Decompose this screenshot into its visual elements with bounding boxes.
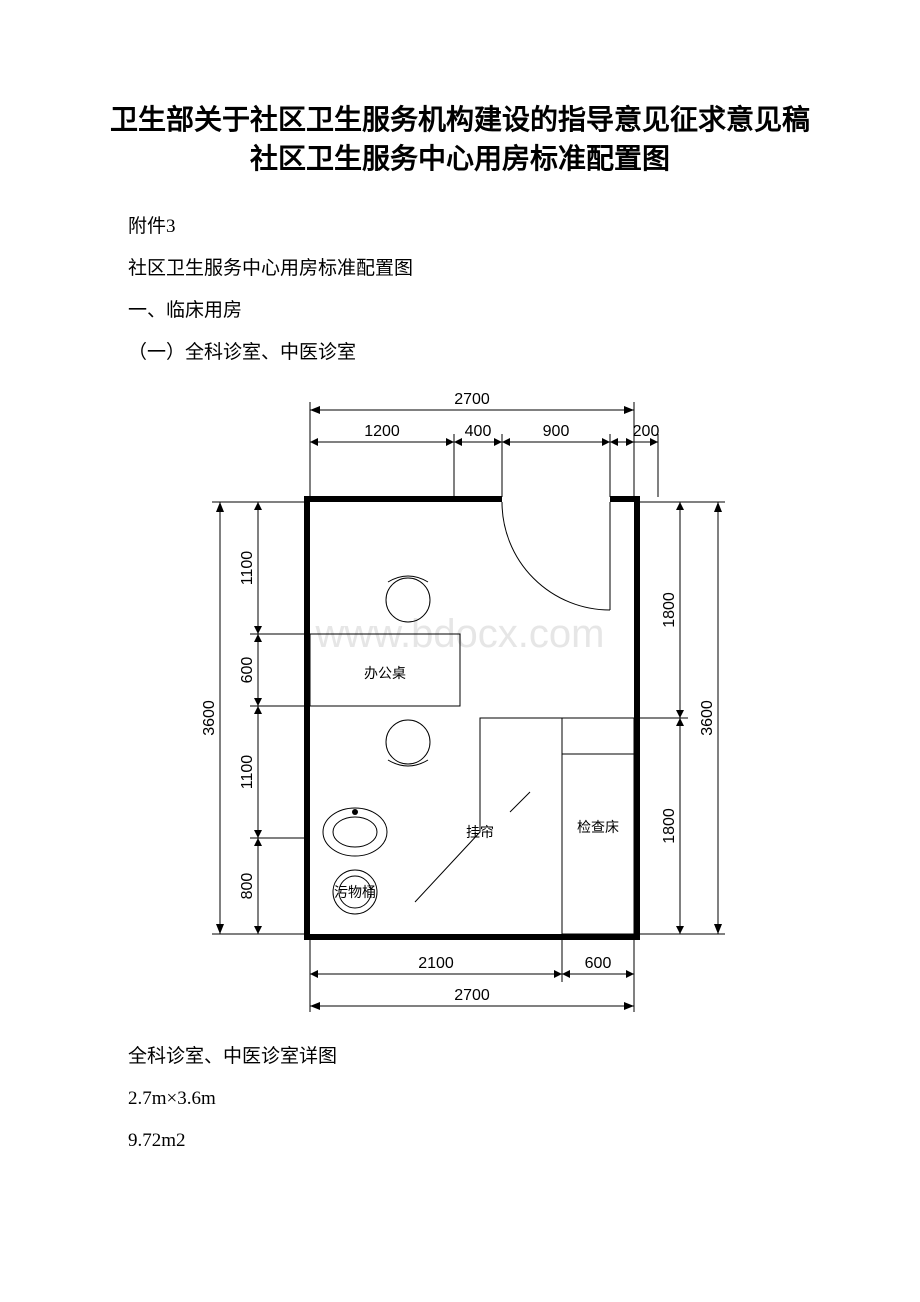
dim-top-segments: 1200 400 900 200: [310, 402, 659, 497]
dim-bottom: 2100 600 2700: [310, 940, 634, 1012]
svg-text:1800: 1800: [661, 592, 678, 628]
dim-top-total: 2700: [310, 391, 634, 414]
door-swing: [502, 502, 610, 610]
svg-text:200: 200: [633, 423, 660, 440]
dim-left: 3600 1100 600 1100 800: [201, 502, 305, 934]
waste-bin: 污物桶: [333, 870, 377, 914]
chair-bottom: [386, 720, 430, 766]
caption-1: 全科诊室、中医诊室详图: [90, 1038, 830, 1076]
svg-text:1100: 1100: [239, 755, 256, 790]
svg-text:600: 600: [585, 955, 612, 972]
title-line-1: 卫生部关于社区卫生服务机构建设的指导意见征求意见稿: [110, 104, 810, 135]
svg-text:挂帘: 挂帘: [466, 825, 494, 841]
svg-text:900: 900: [543, 423, 570, 440]
svg-text:1200: 1200: [364, 423, 400, 440]
caption-3: 9.72m2: [90, 1122, 830, 1160]
para-attachment: 附件3: [90, 208, 830, 246]
svg-text:2700: 2700: [454, 391, 490, 408]
sink: [323, 808, 387, 856]
svg-text:污物桶: 污物桶: [334, 885, 376, 901]
svg-text:2700: 2700: [454, 987, 490, 1004]
svg-text:2100: 2100: [418, 955, 454, 972]
caption-2: 2.7m×3.6m: [90, 1080, 830, 1118]
para-subtitle: 社区卫生服务中心用房标准配置图: [90, 250, 830, 288]
svg-text:800: 800: [239, 873, 256, 900]
svg-text:400: 400: [465, 423, 492, 440]
dim-right: 1800 1800 3600: [640, 502, 725, 934]
floor-plan-diagram: www.bdocx.com 2700 1200 400 900 200: [90, 382, 830, 1022]
svg-text:检查床: 检查床: [577, 820, 619, 836]
page-title: 卫生部关于社区卫生服务机构建设的指导意见征求意见稿 社区卫生服务中心用房标准配置…: [90, 100, 830, 178]
para-section-1-1: （一）全科诊室、中医诊室: [90, 334, 830, 372]
svg-text:600: 600: [239, 657, 256, 684]
svg-text:办公桌: 办公桌: [364, 666, 406, 682]
para-section-1: 一、临床用房: [90, 292, 830, 330]
exam-bed: 检查床: [562, 718, 634, 934]
title-line-2: 社区卫生服务中心用房标准配置图: [250, 143, 670, 174]
floor-plan-svg: www.bdocx.com 2700 1200 400 900 200: [180, 382, 740, 1022]
svg-text:3600: 3600: [201, 700, 218, 736]
svg-text:1800: 1800: [661, 808, 678, 844]
svg-text:1100: 1100: [239, 551, 256, 586]
svg-text:3600: 3600: [699, 700, 716, 736]
curtain: 挂帘: [415, 718, 562, 902]
